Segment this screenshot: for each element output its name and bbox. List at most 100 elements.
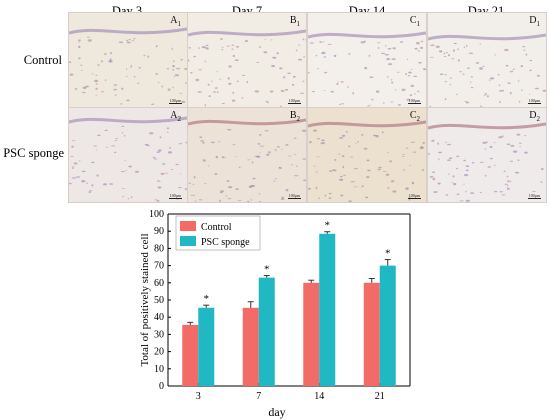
x-tick-label: 3 (196, 391, 201, 402)
cell-mark (202, 141, 205, 144)
cell-mark (350, 156, 354, 158)
cell-mark (318, 197, 320, 199)
cell-mark (420, 46, 423, 50)
cell-mark (250, 199, 252, 201)
cell-mark (343, 174, 346, 176)
cell-mark (465, 199, 470, 202)
cell-mark (339, 178, 344, 181)
cell-mark (540, 181, 543, 183)
cell-mark (416, 42, 420, 45)
cell-mark (125, 68, 128, 70)
cell-mark (88, 191, 91, 193)
panel-letter: D (529, 15, 537, 26)
cell-mark (88, 190, 93, 192)
panel-label: A2 (170, 110, 181, 123)
cell-mark (409, 94, 413, 97)
cell-mark (124, 134, 126, 137)
cell-mark (445, 194, 449, 196)
cell-mark (391, 81, 394, 84)
cell-mark (438, 158, 440, 161)
cell-mark (350, 181, 355, 183)
cell-mark (402, 154, 405, 155)
cell-mark (449, 84, 452, 85)
cell-mark (131, 196, 133, 199)
panel-label: B1 (290, 15, 300, 28)
cell-mark (70, 156, 74, 157)
y-tick-label: 90 (154, 226, 164, 237)
cell-mark (181, 100, 186, 103)
panel-subscript: 2 (177, 115, 182, 123)
cell-mark (78, 160, 81, 162)
cell-mark (83, 86, 87, 89)
cell-mark (447, 143, 452, 146)
cell-mark (118, 41, 124, 44)
cell-mark (390, 101, 394, 103)
cell-mark (175, 163, 179, 166)
cell-mark (517, 159, 520, 162)
cell-mark (506, 187, 510, 190)
cell-mark (387, 152, 389, 153)
cell-mark (429, 56, 434, 58)
cell-mark (95, 94, 97, 96)
cell-mark (219, 191, 223, 194)
cell-mark (443, 52, 446, 55)
cell-mark (484, 175, 487, 177)
cell-mark (453, 42, 457, 45)
cell-mark (152, 156, 156, 158)
cell-mark (497, 73, 500, 76)
cell-mark (385, 45, 387, 47)
cell-mark (417, 90, 420, 93)
cell-mark (342, 165, 345, 169)
cell-mark (285, 189, 289, 192)
cell-mark (81, 180, 86, 183)
cell-mark (523, 49, 526, 51)
cell-mark (276, 52, 279, 55)
cell-mark (95, 87, 98, 90)
cell-mark (532, 191, 536, 192)
cell-mark (80, 64, 83, 66)
cell-mark (185, 82, 187, 84)
cell-mark (315, 186, 318, 189)
panel-label: D1 (529, 15, 540, 28)
cell-mark (387, 47, 392, 50)
cell-mark (439, 73, 444, 76)
cell-mark (324, 194, 327, 197)
cell-mark (411, 68, 413, 70)
cell-mark (232, 54, 235, 58)
cell-mark (294, 175, 299, 177)
cell-mark (274, 149, 277, 151)
cell-mark (504, 183, 508, 185)
cell-mark (348, 200, 352, 202)
cell-mark (435, 45, 440, 48)
cell-mark (520, 65, 524, 68)
cell-mark (444, 98, 447, 101)
cell-mark (248, 185, 253, 188)
cell-mark (162, 163, 166, 165)
tissue-texture (188, 118, 306, 202)
cell-mark (302, 80, 305, 82)
cell-mark (158, 149, 162, 152)
cell-mark (266, 153, 270, 156)
cell-mark (437, 182, 441, 185)
tissue-texture (428, 33, 546, 107)
cell-mark (456, 167, 459, 170)
cell-mark (221, 49, 224, 51)
cell-mark (465, 169, 469, 172)
cell-mark (259, 152, 261, 154)
cell-mark (421, 168, 424, 172)
cell-mark (452, 175, 455, 178)
cell-mark (504, 48, 509, 52)
cell-mark (405, 147, 408, 149)
cell-mark (155, 73, 159, 75)
cell-mark (103, 183, 107, 186)
micrograph-panel: C2 100μm (307, 107, 427, 203)
cell-mark (377, 42, 381, 44)
cell-mark (133, 76, 136, 78)
cell-mark (341, 155, 345, 158)
micrograph-panel: D2 100μm (427, 107, 547, 203)
y-tick-label: 70 (154, 261, 164, 272)
cell-mark (509, 91, 512, 95)
bar (303, 282, 320, 386)
cell-mark (214, 172, 218, 175)
cell-mark (397, 104, 401, 106)
